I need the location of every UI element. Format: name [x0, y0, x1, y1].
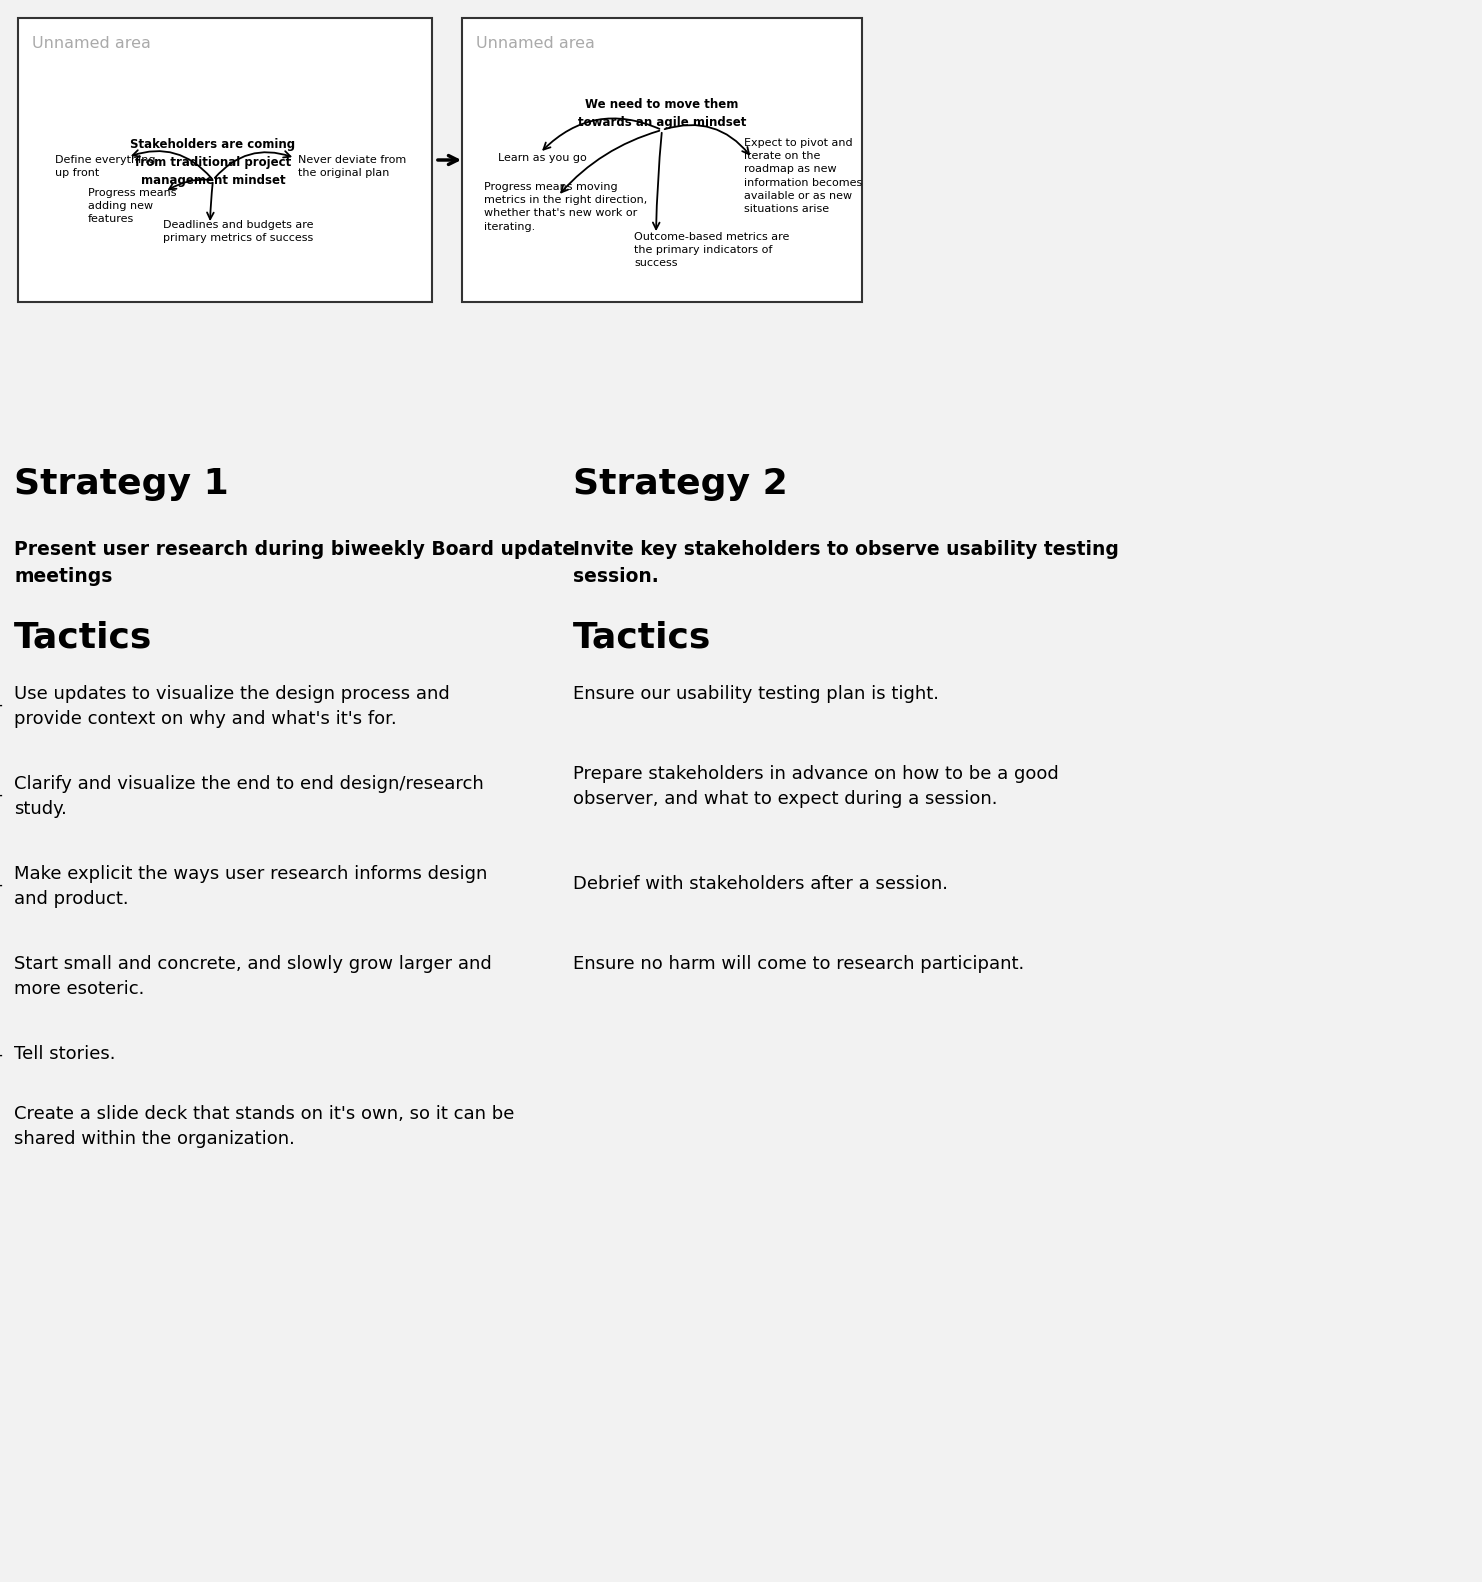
Text: Learn as you go: Learn as you go: [498, 153, 587, 163]
Text: Ensure our usability testing plan is tight.: Ensure our usability testing plan is tig…: [574, 685, 940, 702]
Text: Unnamed area: Unnamed area: [33, 36, 151, 51]
Text: Prepare stakeholders in advance on how to be a good
observer, and what to expect: Prepare stakeholders in advance on how t…: [574, 766, 1058, 808]
Text: –: –: [0, 876, 1, 894]
Text: Use updates to visualize the design process and
provide context on why and what': Use updates to visualize the design proc…: [13, 685, 449, 728]
Text: Progress means moving
metrics in the right direction,
whether that's new work or: Progress means moving metrics in the rig…: [485, 182, 648, 231]
Text: –: –: [0, 696, 1, 713]
Text: Clarify and visualize the end to end design/research
study.: Clarify and visualize the end to end des…: [13, 775, 483, 818]
Text: Outcome-based metrics are
the primary indicators of
success: Outcome-based metrics are the primary in…: [634, 233, 790, 269]
Text: Ensure no harm will come to research participant.: Ensure no harm will come to research par…: [574, 956, 1024, 973]
Text: Present user research during biweekly Board update
meetings: Present user research during biweekly Bo…: [13, 539, 575, 585]
Text: –: –: [0, 786, 1, 804]
Text: Stakeholders are coming
from traditional project
management mindset: Stakeholders are coming from traditional…: [130, 138, 295, 187]
Bar: [18, 17, 431, 302]
Text: Tell stories.: Tell stories.: [13, 1046, 116, 1063]
Text: Unnamed area: Unnamed area: [476, 36, 594, 51]
Text: Make explicit the ways user research informs design
and product.: Make explicit the ways user research inf…: [13, 865, 488, 908]
Text: Tactics: Tactics: [574, 620, 711, 653]
Text: We need to move them
towards an agile mindset: We need to move them towards an agile mi…: [578, 98, 747, 130]
Text: –: –: [0, 1046, 1, 1065]
Text: Never deviate from
the original plan: Never deviate from the original plan: [298, 155, 406, 179]
Text: Invite key stakeholders to observe usability testing
session.: Invite key stakeholders to observe usabi…: [574, 539, 1119, 585]
Text: Strategy 2: Strategy 2: [574, 467, 788, 501]
Text: Tactics: Tactics: [13, 620, 153, 653]
Text: Start small and concrete, and slowly grow larger and
more esoteric.: Start small and concrete, and slowly gro…: [13, 956, 492, 998]
Text: Expect to pivot and
iterate on the
roadmap as new
information becomes
available : Expect to pivot and iterate on the roadm…: [744, 138, 863, 214]
Text: Deadlines and budgets are
primary metrics of success: Deadlines and budgets are primary metric…: [163, 220, 314, 244]
Text: Define everything
up front: Define everything up front: [55, 155, 156, 179]
Text: Create a slide deck that stands on it's own, so it can be
shared within the orga: Create a slide deck that stands on it's …: [13, 1104, 514, 1149]
Bar: [462, 17, 863, 302]
Text: Strategy 1: Strategy 1: [13, 467, 228, 501]
Text: Progress means
adding new
features: Progress means adding new features: [87, 188, 176, 225]
Text: Debrief with stakeholders after a session.: Debrief with stakeholders after a sessio…: [574, 875, 948, 892]
